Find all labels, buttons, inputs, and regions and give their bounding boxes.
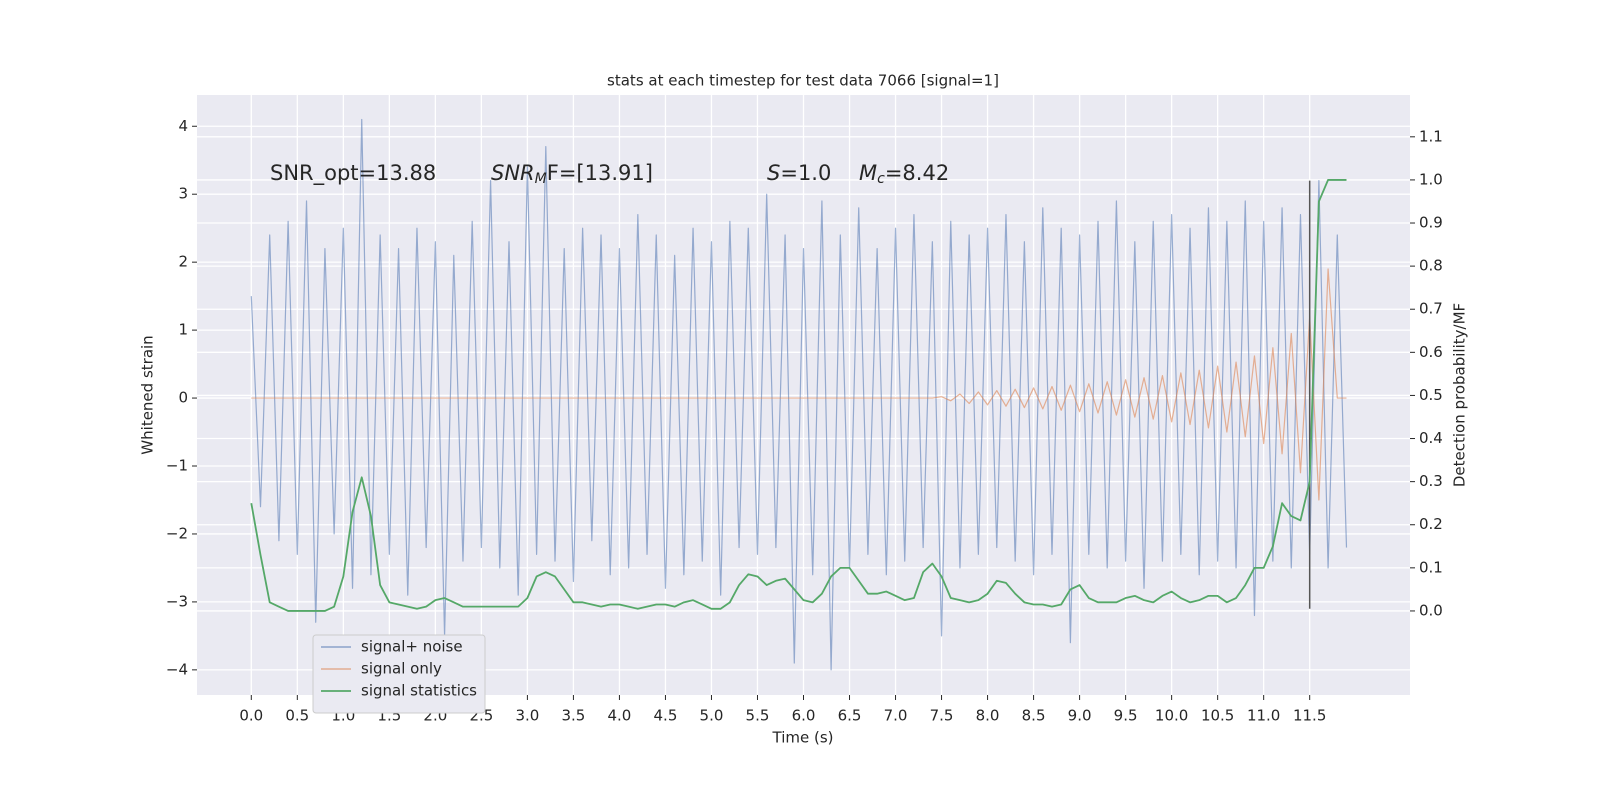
x-tick-label: 0.0 (239, 707, 263, 725)
x-tick-label: 10.5 (1201, 707, 1234, 725)
series-line (250, 118, 1348, 671)
legend: signal+ noise signal only signal statistic… (312, 634, 486, 714)
y2-tick-label: 0.9 (1419, 214, 1443, 232)
annotation-part: F=[13.91] (547, 161, 653, 185)
x-tick-label: 9.0 (1068, 707, 1092, 725)
legend-box (312, 634, 486, 714)
annotation-part: =1.0 (780, 161, 831, 185)
x-tick-label: 5.5 (746, 707, 770, 725)
y2-tick-label: 0.3 (1419, 472, 1443, 490)
y2-tick-label: 0.4 (1419, 429, 1443, 447)
y-tick-label: 0 (178, 389, 188, 407)
annotation-part: SNR (491, 161, 535, 185)
x-tick-label: 4.5 (654, 707, 678, 725)
annotation-part: c (877, 171, 885, 187)
x-tick-label: 9.5 (1114, 707, 1138, 725)
y-tick-label: 3 (178, 185, 188, 203)
x-tick-label: 6.0 (792, 707, 816, 725)
y-tick-label: −3 (166, 592, 188, 610)
x-tick-label: 7.0 (884, 707, 908, 725)
axes: 0.0 0.5 1.0 1.5 2.0 2.5 3.0 3.5 4.0 4.5 5.0 5.5 6.0 6… (166, 117, 1443, 725)
x-tick-label: 3.0 (515, 707, 539, 725)
marks (250, 118, 1348, 671)
y2-tick-label: 0.0 (1419, 601, 1443, 619)
y-tick-label: −1 (166, 457, 188, 475)
y2-tick-label: 0.6 (1419, 343, 1443, 361)
annotation-part: M (859, 161, 877, 185)
series-line (250, 179, 1347, 612)
x-tick-label: 3.5 (561, 707, 585, 725)
annotation: S=1.0 (767, 161, 831, 185)
x-tick-label: 8.5 (1022, 707, 1046, 725)
annotation-part: M (535, 171, 547, 187)
y2-axis-label: Detection probability/MF (1451, 303, 1469, 487)
y2-tick-label: 1.0 (1419, 170, 1443, 188)
annotation-part: S (767, 161, 780, 185)
x-tick-label: 10.0 (1155, 707, 1188, 725)
y-tick-label: 2 (178, 253, 188, 271)
y2-tick-label: 0.2 (1419, 515, 1443, 533)
x-tick-label: 4.0 (608, 707, 632, 725)
annotation-part: =8.42 (885, 161, 949, 185)
annotation: SNR_opt=13.88 (270, 161, 436, 186)
x-axis-label: Time (s) (772, 729, 834, 747)
y2-tick-label: 0.8 (1419, 257, 1443, 275)
annotation: Mc=8.42 (859, 161, 949, 187)
legend-label: signal+ noise (361, 638, 463, 656)
annotation: SNRMF=[13.91] (491, 161, 653, 187)
y-tick-label: 1 (178, 321, 188, 339)
y-tick-label: −2 (166, 524, 188, 542)
y-tick-label: −4 (166, 660, 188, 678)
x-tick-label: 0.5 (285, 707, 309, 725)
series-line (251, 268, 1347, 501)
chart-title: stats at each timestep for test data 706… (607, 72, 999, 90)
x-tick-label: 6.5 (838, 707, 862, 725)
y-tick-label: 4 (178, 117, 188, 135)
legend-label: signal statistics (361, 682, 477, 700)
x-tick-label: 8.0 (976, 707, 1000, 725)
y2-tick-label: 0.7 (1419, 300, 1443, 318)
y2-tick-label: 0.5 (1419, 386, 1443, 404)
legend-label: signal only (361, 660, 442, 678)
x-tick-label: 11.0 (1247, 707, 1280, 725)
y2-tick-label: 1.1 (1419, 127, 1443, 145)
grid (197, 95, 1410, 695)
x-tick-label: 7.5 (930, 707, 954, 725)
y2-tick-label: 0.1 (1419, 558, 1443, 576)
x-tick-label: 11.5 (1293, 707, 1326, 725)
x-tick-label: 5.0 (700, 707, 724, 725)
y-axis-label: Whitened strain (139, 335, 157, 454)
